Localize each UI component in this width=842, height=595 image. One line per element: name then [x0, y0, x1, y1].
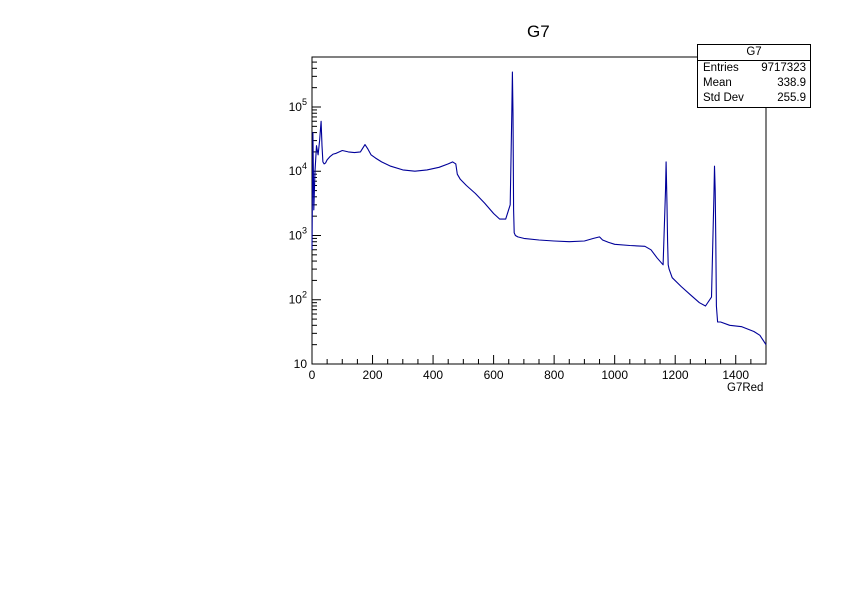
- stats-row-mean: Mean 338.9: [698, 76, 810, 91]
- stats-row-stddev: Std Dev 255.9: [698, 91, 810, 106]
- stats-value: 255.9: [777, 92, 806, 104]
- x-tick-label: 400: [423, 368, 443, 382]
- x-tick-label: 0: [309, 368, 316, 382]
- y-tick-label: 103: [289, 225, 307, 242]
- x-tick-label: 1400: [722, 368, 749, 382]
- chart-title: G7: [527, 22, 550, 41]
- stats-key: Mean: [703, 77, 732, 89]
- stats-value: 9717323: [761, 62, 806, 74]
- y-tick-label: 104: [289, 161, 307, 178]
- stats-box: G7 Entries 9717323 Mean 338.9 Std Dev 25…: [697, 44, 811, 108]
- x-tick-label: 600: [484, 368, 504, 382]
- y-tick-label: 10: [294, 357, 308, 371]
- stats-row-entries: Entries 9717323: [698, 61, 810, 76]
- stats-key: Entries: [703, 62, 739, 74]
- x-tick-label: 800: [544, 368, 564, 382]
- x-tick-label: 1200: [662, 368, 689, 382]
- x-tick-label: 1000: [601, 368, 628, 382]
- x-tick-label: 200: [363, 368, 383, 382]
- x-axis-title: G7Red: [727, 382, 764, 394]
- y-tick-label: 105: [289, 97, 307, 114]
- stats-box-title: G7: [698, 45, 810, 61]
- series-line: [311, 71, 767, 345]
- y-tick-label: 102: [289, 290, 307, 307]
- stats-value: 338.9: [777, 77, 806, 89]
- stats-key: Std Dev: [703, 92, 744, 104]
